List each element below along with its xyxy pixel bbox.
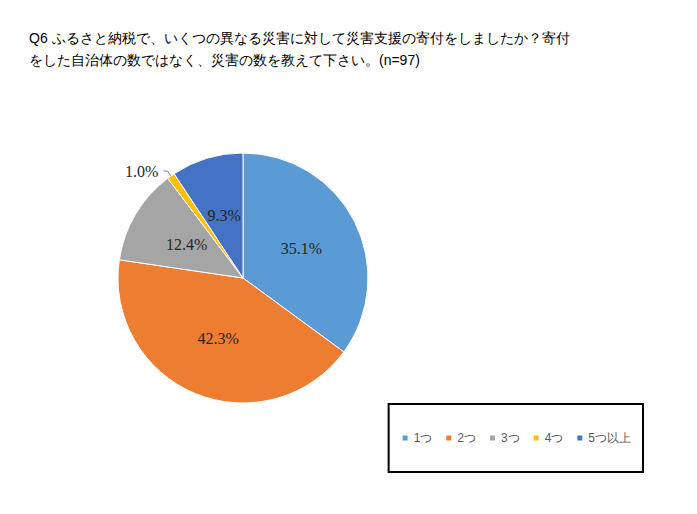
svg-text:Q6 ふるさと納税で、いくつの異なる災害に対して災害支援の寄: Q6 ふるさと納税で、いくつの異なる災害に対して災害支援の寄付をしましたか？寄付 bbox=[29, 30, 570, 46]
svg-text:3つ: 3つ bbox=[501, 431, 520, 445]
svg-text:35.1%: 35.1% bbox=[281, 240, 322, 257]
svg-text:5つ以上: 5つ以上 bbox=[588, 431, 631, 445]
svg-text:12.4%: 12.4% bbox=[166, 236, 207, 253]
svg-text:1つ: 1つ bbox=[414, 431, 433, 445]
svg-text:9.3%: 9.3% bbox=[207, 207, 240, 224]
svg-text:4つ: 4つ bbox=[545, 431, 564, 445]
svg-text:をした自治体の数ではなく、災害の数を教えて下さい。(n=97: をした自治体の数ではなく、災害の数を教えて下さい。(n=97) bbox=[29, 52, 420, 68]
svg-text:2つ: 2つ bbox=[457, 431, 476, 445]
svg-text:42.3%: 42.3% bbox=[197, 330, 238, 347]
svg-text:1.0%: 1.0% bbox=[125, 163, 158, 180]
